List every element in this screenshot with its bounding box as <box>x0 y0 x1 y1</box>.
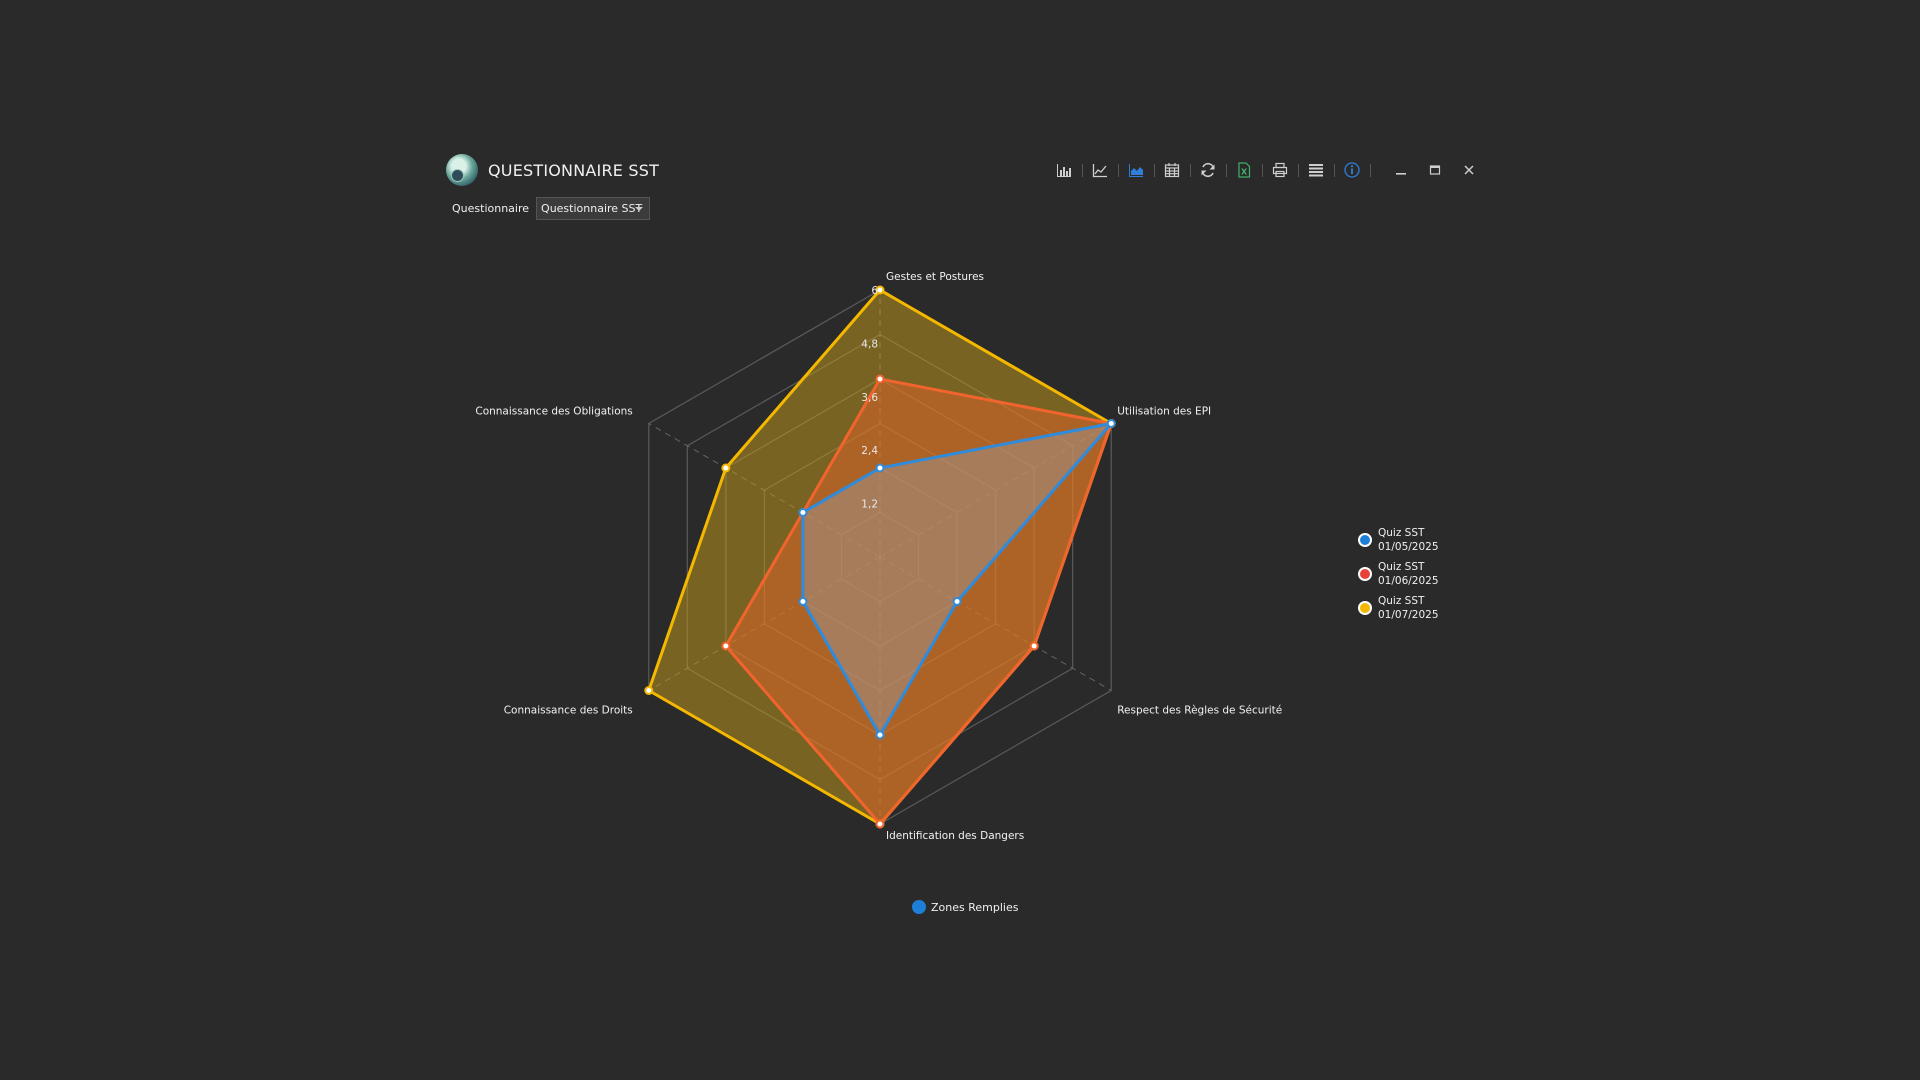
minimize-icon <box>1396 173 1406 175</box>
legend-marker <box>1358 601 1372 615</box>
data-point[interactable] <box>1106 419 1116 428</box>
data-point[interactable] <box>875 374 885 384</box>
tick-label: 2,4 <box>861 445 878 457</box>
legend-label-line: 01/05/2025 <box>1378 541 1439 553</box>
category-label: Identification des Dangers <box>886 830 1024 842</box>
data-point[interactable] <box>721 463 731 473</box>
app-logo <box>446 154 478 186</box>
excel-export-icon: X <box>1238 162 1251 178</box>
bar-chart-button[interactable] <box>1046 157 1082 183</box>
close-icon <box>1464 165 1474 175</box>
data-point[interactable] <box>721 641 731 651</box>
minimize-button[interactable] <box>1384 157 1418 183</box>
info-icon <box>1344 162 1360 178</box>
calendar-icon <box>1164 163 1180 178</box>
print-button[interactable] <box>1262 157 1298 183</box>
legend-item[interactable]: Quiz SST 01/07/2025 <box>1358 594 1439 622</box>
legend-label-line: 01/07/2025 <box>1378 609 1439 621</box>
close-button[interactable] <box>1452 157 1486 183</box>
line-chart-button[interactable] <box>1082 157 1118 183</box>
refresh-icon <box>1201 162 1215 178</box>
legend-label-line: Quiz SST <box>1378 595 1425 607</box>
svg-text:X: X <box>1241 168 1248 177</box>
info-button[interactable] <box>1334 157 1370 183</box>
legend-label: Quiz SST 01/05/2025 <box>1378 526 1439 554</box>
questionnaire-select[interactable]: Questionnaire SST <box>536 197 651 220</box>
app-header: QUESTIONNAIRE SST <box>446 154 659 186</box>
maximize-button[interactable] <box>1418 157 1452 183</box>
app-title: QUESTIONNAIRE SST <box>488 160 660 180</box>
list-button[interactable] <box>1298 157 1334 183</box>
bar-chart-icon <box>1057 164 1071 177</box>
data-point[interactable] <box>644 686 654 695</box>
filled-zones-dot <box>912 900 926 914</box>
series-legend: Quiz SST 01/05/2025 Quiz SST 01/06/2025 Quiz… <box>1358 526 1439 628</box>
category-label: Utilisation des EPI <box>1117 406 1211 418</box>
calendar-button[interactable] <box>1154 157 1190 183</box>
filled-zones-toggle[interactable]: Zones Remplies <box>912 900 1018 914</box>
data-point[interactable] <box>875 463 885 473</box>
category-label: Connaissance des Obligations <box>475 406 632 418</box>
legend-label-line: Quiz SST <box>1378 527 1425 539</box>
questionnaire-label: Questionnaire <box>452 202 530 215</box>
excel-export-button[interactable]: X <box>1226 157 1262 183</box>
tick-label: 4,8 <box>861 338 878 350</box>
area-chart-button[interactable] <box>1118 157 1154 183</box>
legend-item[interactable]: Quiz SST 01/06/2025 <box>1358 560 1439 588</box>
area-chart-icon <box>1129 164 1143 177</box>
data-point[interactable] <box>875 285 885 295</box>
chevron-down-icon <box>635 207 644 211</box>
legend-label-line: 01/06/2025 <box>1378 575 1439 587</box>
data-point[interactable] <box>1029 641 1039 651</box>
category-label: Respect des Règles de Sécurité <box>1117 705 1282 717</box>
legend-marker <box>1358 533 1372 547</box>
legend-label: Quiz SST 01/06/2025 <box>1378 560 1439 588</box>
radar-labels: 1,2 2,4 3,6 4,8 6 Gestes et Postures Utilisati… <box>475 271 1282 842</box>
refresh-button[interactable] <box>1190 157 1226 183</box>
questionnaire-filter: Questionnaire Questionnaire SST <box>452 197 651 220</box>
questionnaire-select-value: Questionnaire SST <box>541 202 643 215</box>
data-point[interactable] <box>798 597 808 606</box>
legend-label-line: Quiz SST <box>1378 561 1425 573</box>
tick-label: 6 <box>871 285 878 297</box>
toolbar-divider <box>1370 157 1384 183</box>
category-label: Gestes et Postures <box>886 271 984 283</box>
tick-label: 1,2 <box>861 499 878 511</box>
filled-zones-label: Zones Remplies <box>931 900 1019 914</box>
maximize-icon <box>1429 165 1441 175</box>
legend-marker <box>1358 567 1372 581</box>
data-point[interactable] <box>875 730 885 740</box>
toolbar: X <box>1046 157 1486 183</box>
data-point[interactable] <box>798 508 808 517</box>
line-chart-icon <box>1092 164 1107 178</box>
legend-item[interactable]: Quiz SST 01/05/2025 <box>1358 526 1439 554</box>
category-label: Connaissance des Droits <box>504 705 633 717</box>
print-icon <box>1272 162 1288 178</box>
tick-label: 3,6 <box>861 392 878 404</box>
list-icon <box>1309 164 1323 177</box>
data-point[interactable] <box>952 597 962 606</box>
radar-series <box>644 285 1116 829</box>
data-point[interactable] <box>875 819 885 829</box>
legend-label: Quiz SST 01/07/2025 <box>1378 594 1439 622</box>
